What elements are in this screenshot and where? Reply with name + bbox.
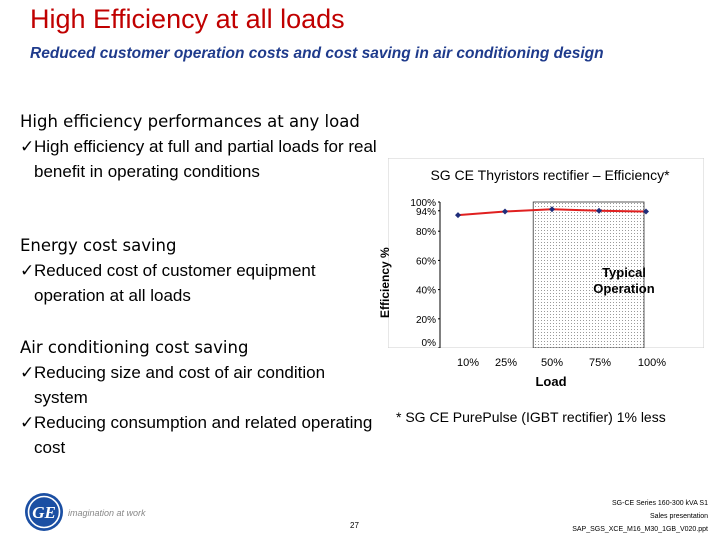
data-point	[549, 206, 555, 213]
data-point	[502, 208, 508, 215]
checkmark-icon: ✓	[20, 413, 35, 432]
tagline: imagination at work	[68, 508, 146, 518]
footer-line: SAP_SGS_XCE_M16_M30_1GB_V020.ppt	[572, 526, 708, 533]
slide-title: High Efficiency at all loads	[30, 4, 345, 34]
aircon-heading: Air conditioning cost saving	[20, 338, 249, 357]
slide-subtitle: Reduced customer operation costs and cos…	[30, 45, 604, 62]
footer-line: Sales presentation	[650, 513, 708, 520]
energy-block: Energy cost saving ✓Reduced cost of cust…	[20, 233, 380, 308]
typical-operation-region	[532, 201, 645, 348]
y-tick-label: 40%	[416, 286, 436, 297]
page-number: 27	[350, 521, 359, 530]
svg-text:GE: GE	[32, 503, 56, 522]
bullet-item: ✓Reducing size and cost of air condition…	[20, 360, 380, 410]
bullet-item: ✓High efficiency at full and partial loa…	[20, 134, 380, 184]
footer-info: SG-CE Series 160-300 kVA S1 Sales presen…	[572, 497, 708, 536]
checkmark-icon: ✓	[20, 261, 35, 280]
x-tick-label: 75%	[588, 357, 612, 369]
x-tick-label: 25%	[494, 357, 518, 369]
ge-logo: GE	[25, 493, 63, 531]
x-tick-label: 100%	[637, 357, 667, 369]
y-tick-label: 0%	[422, 338, 437, 348]
y-tick-label: 94%	[416, 207, 436, 218]
efficiency-block: High efficiency performances at any load…	[20, 109, 380, 184]
data-point	[596, 207, 602, 214]
footer-line: SG-CE Series 160-300 kVA S1	[612, 500, 708, 507]
y-axis-label: Efficiency %	[378, 247, 392, 318]
typical-operation-label: Typical Operation	[593, 265, 655, 296]
data-point	[455, 212, 461, 219]
aircon-block: Air conditioning cost saving ✓Reducing s…	[20, 335, 380, 460]
footnote: * SG CE PurePulse (IGBT rectifier) 1% le…	[396, 409, 666, 425]
data-point	[643, 208, 649, 215]
efficiency-chart: 0% 20% 40% 60% 80% 94%100%	[388, 158, 704, 348]
chart-title: SG CE Thyristors rectifier – Efficiency*	[430, 167, 670, 183]
checkmark-icon: ✓	[20, 137, 35, 156]
bullet-item: ✓Reducing consumption and related operat…	[20, 410, 380, 460]
energy-heading: Energy cost saving	[20, 236, 177, 255]
y-tick-label: 20%	[416, 315, 436, 326]
x-axis-label: Load	[535, 374, 567, 389]
bullet-item: ✓Reduced cost of customer equipment oper…	[20, 258, 380, 308]
y-tick-label: 60%	[416, 256, 436, 267]
checkmark-icon: ✓	[20, 363, 35, 382]
y-tick-label: 100%	[410, 198, 436, 209]
x-tick-label: 10%	[456, 357, 480, 369]
x-tick-label: 50%	[540, 357, 564, 369]
y-tick-label: 80%	[416, 227, 436, 238]
efficiency-heading: High efficiency performances at any load	[20, 112, 360, 131]
